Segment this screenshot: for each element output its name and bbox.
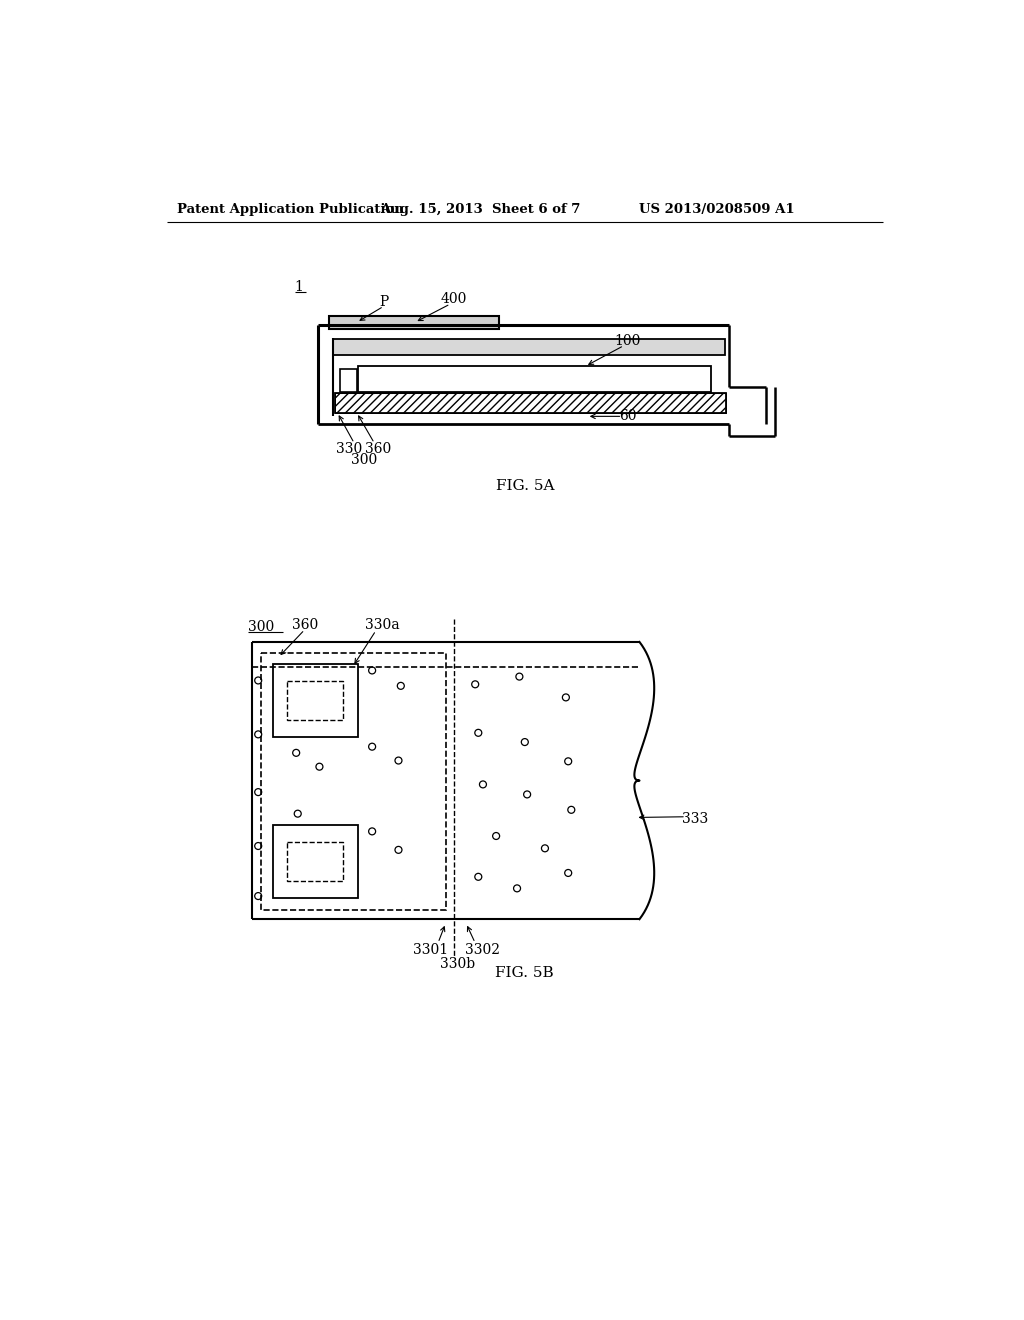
Text: 60: 60 (620, 409, 637, 424)
Text: 330a: 330a (365, 618, 399, 632)
Bar (335, 393, 726, 413)
Text: FIG. 5A: FIG. 5A (496, 479, 554, 492)
Text: 3301: 3301 (413, 942, 447, 957)
Text: FIG. 5B: FIG. 5B (496, 966, 554, 979)
Text: 330: 330 (336, 442, 362, 455)
Bar (287, 842, 343, 880)
Text: 300: 300 (248, 619, 274, 634)
Bar (261, 653, 445, 909)
Bar (340, 368, 356, 392)
Text: 360: 360 (292, 618, 317, 632)
Bar (358, 367, 711, 392)
Bar (335, 393, 726, 413)
Text: 360: 360 (366, 442, 391, 455)
Text: P: P (379, 296, 388, 309)
Text: 400: 400 (440, 292, 467, 306)
Bar (334, 339, 725, 355)
Text: Aug. 15, 2013  Sheet 6 of 7: Aug. 15, 2013 Sheet 6 of 7 (381, 203, 581, 216)
Text: 333: 333 (682, 812, 709, 826)
Bar (287, 681, 343, 719)
Bar (273, 664, 358, 738)
Text: Patent Application Publication: Patent Application Publication (177, 203, 404, 216)
Text: 300: 300 (351, 453, 378, 467)
Text: 330b: 330b (440, 957, 475, 970)
Text: 100: 100 (614, 334, 641, 348)
Bar (273, 825, 358, 899)
Text: 3302: 3302 (466, 942, 501, 957)
Text: US 2013/0208509 A1: US 2013/0208509 A1 (639, 203, 795, 216)
Bar (329, 317, 500, 329)
Text: 1: 1 (295, 280, 303, 294)
